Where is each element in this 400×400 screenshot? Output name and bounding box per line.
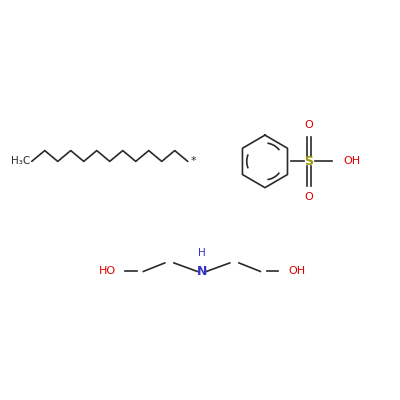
Text: O: O xyxy=(304,192,313,202)
Text: H₃C: H₃C xyxy=(10,156,30,166)
Text: O: O xyxy=(304,120,313,130)
Text: H: H xyxy=(198,248,206,258)
Text: OH: OH xyxy=(343,156,360,166)
Text: N: N xyxy=(197,265,207,278)
Text: *: * xyxy=(191,156,196,166)
Text: S: S xyxy=(304,155,314,168)
Text: HO: HO xyxy=(99,266,116,276)
Text: OH: OH xyxy=(288,266,305,276)
